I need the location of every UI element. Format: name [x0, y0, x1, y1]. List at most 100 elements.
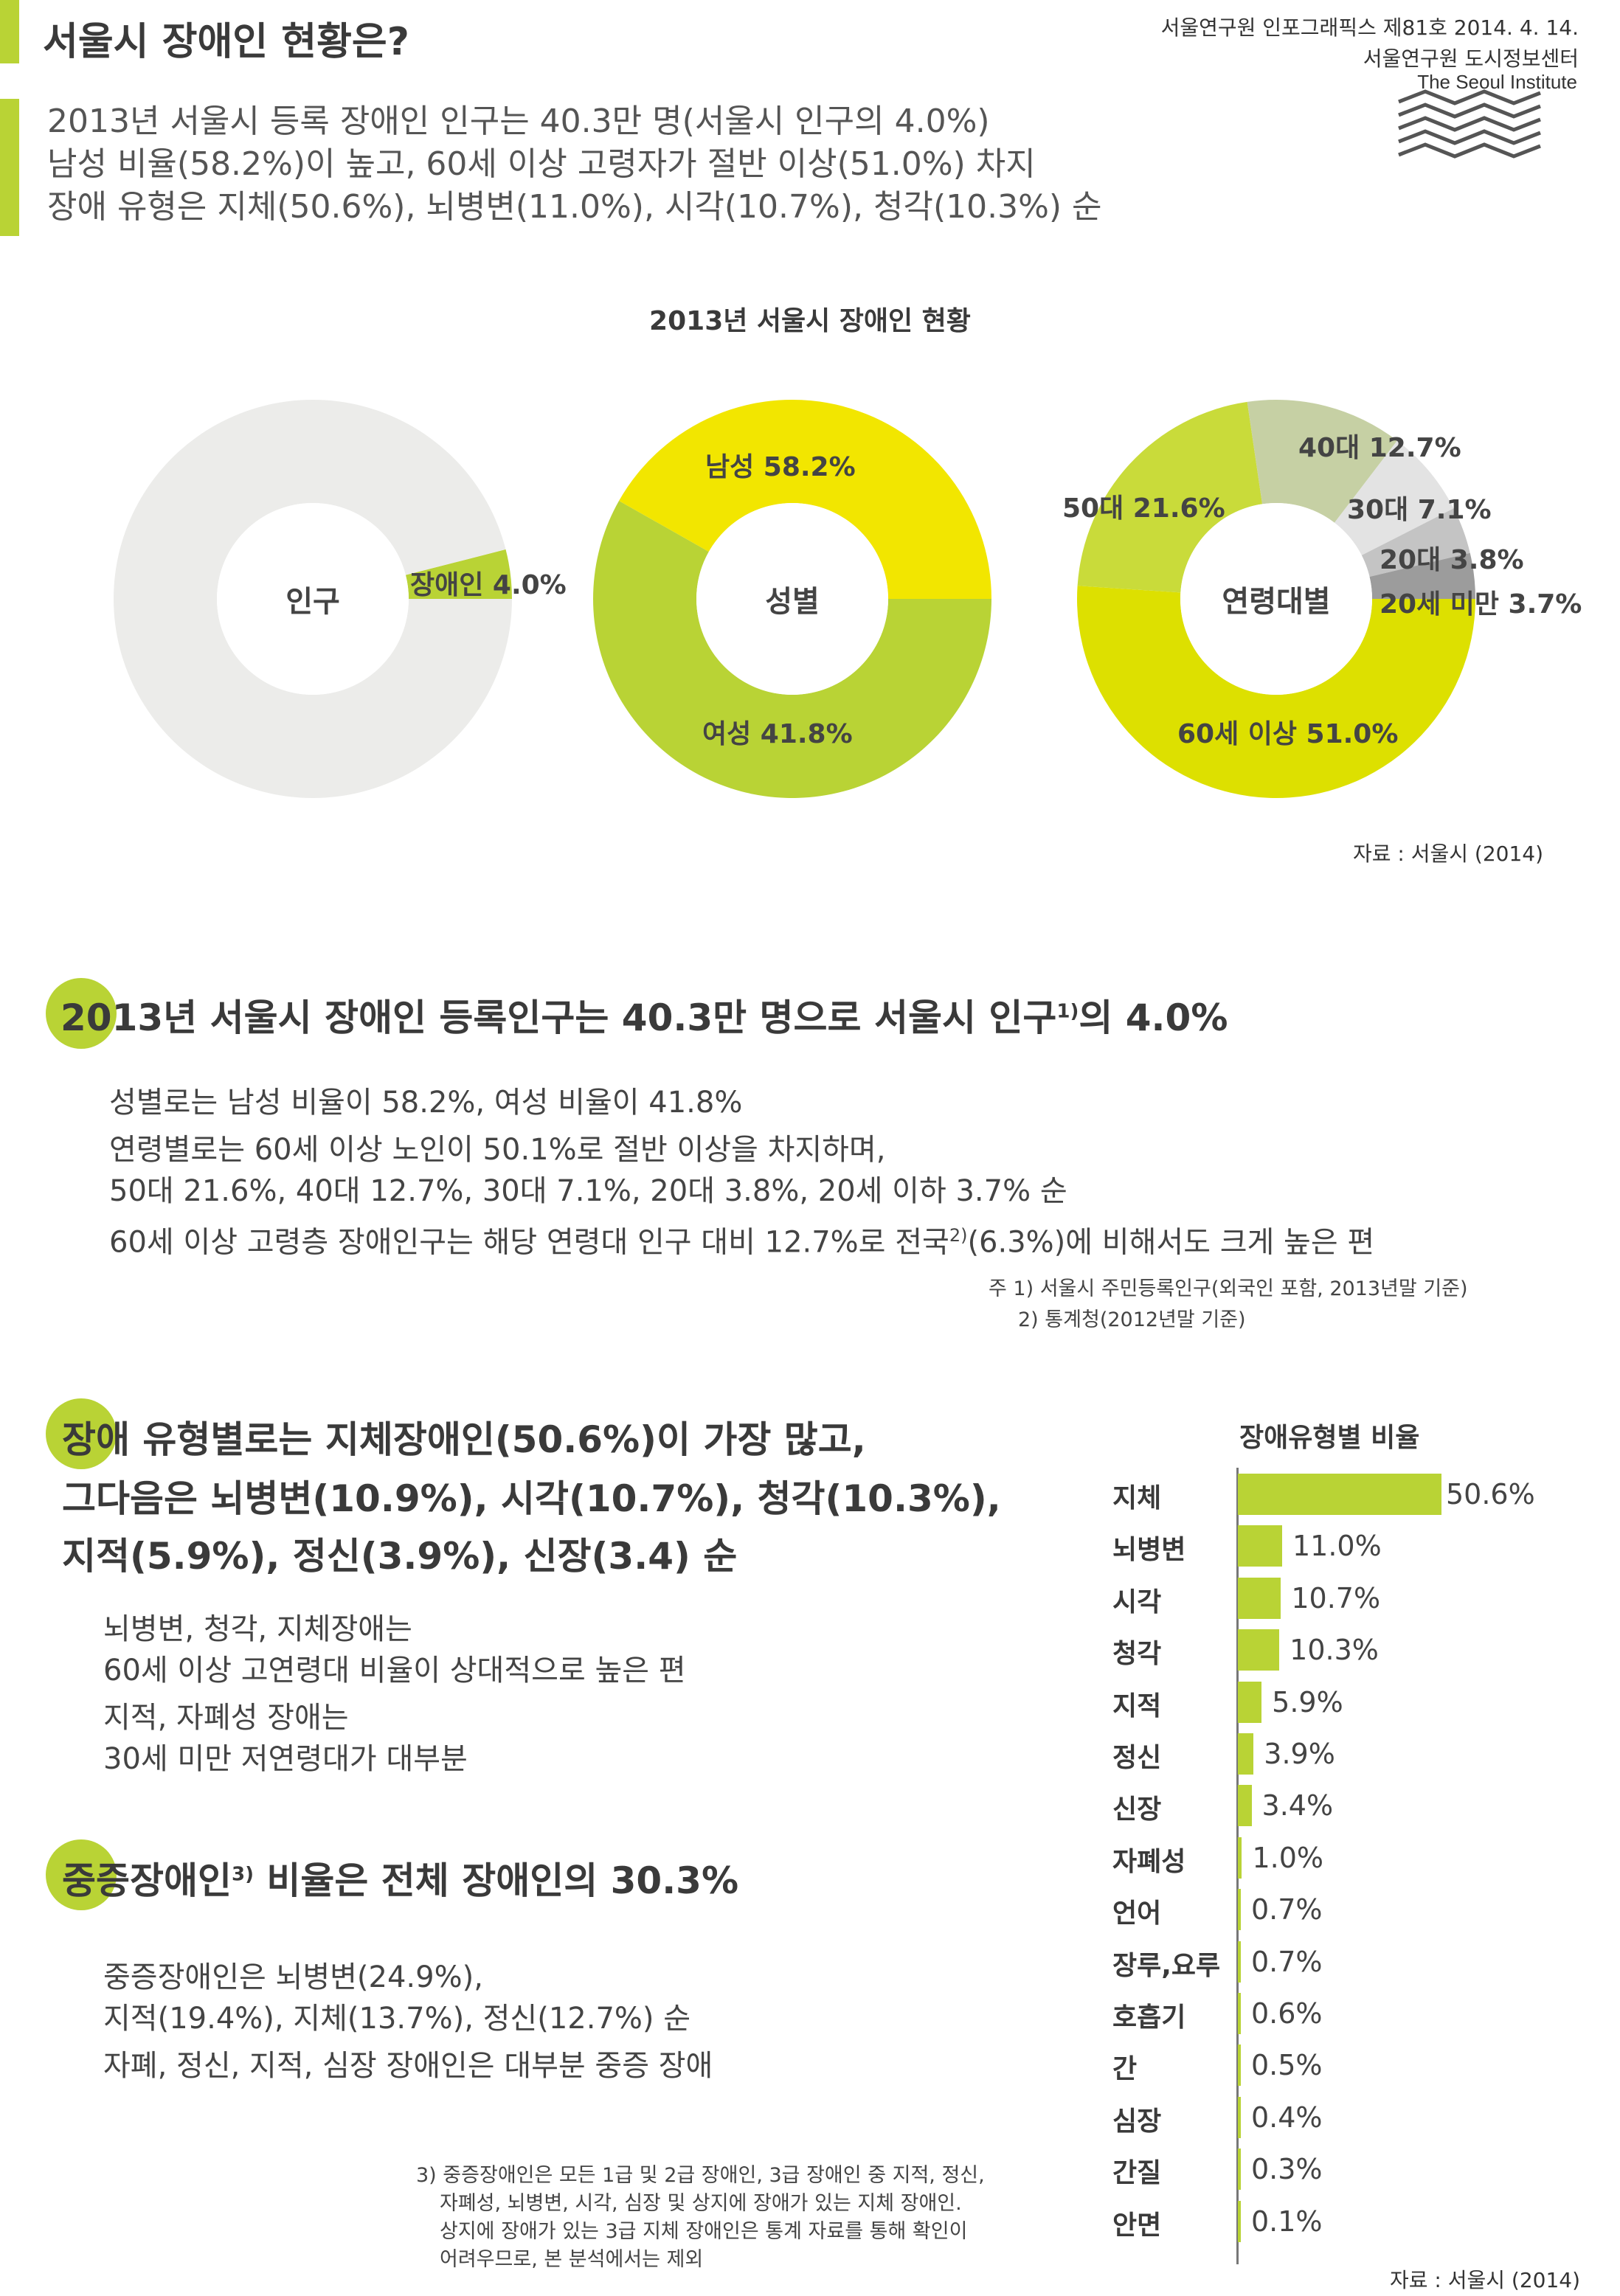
bar-value-label: 10.7% [1291, 1582, 1380, 1615]
bar-value-label: 3.9% [1264, 1738, 1335, 1770]
section1-note-2: 2) 통계청(2012년말 기준) [1018, 1307, 1246, 1333]
bar-category-label: 청각 [1112, 1632, 1161, 1671]
bar-category-label: 자폐성 [1112, 1840, 1185, 1879]
bar-value-label: 0.7% [1251, 1946, 1323, 1978]
slice-label-age-50s: 50대 21.6% [1062, 487, 1225, 525]
footnote-ref-3: 3) [232, 1863, 254, 1885]
section1-heading-main: 2013년 서울시 장애인 등록인구는 40.3만 명으로 서울시 인구 [60, 996, 1056, 1039]
summary-line-1: 2013년 서울시 등록 장애인 인구는 40.3만 명(서울시 인구의 4.0… [47, 102, 990, 142]
bar-category-label: 간 [1112, 2047, 1137, 2086]
section2-line-4: 30세 미만 저연령대가 대부분 [103, 1741, 468, 1778]
bar-chart-title: 장애유형별 비율 [1239, 1416, 1419, 1454]
bar-category-label: 지적 [1112, 1685, 1161, 1723]
section1-line-1: 성별로는 남성 비율이 58.2%, 여성 비율이 41.8% [109, 1084, 742, 1121]
bar [1238, 2201, 1241, 2242]
bar-value-label: 0.1% [1251, 2205, 1323, 2238]
bar-category-label: 언어 [1112, 1892, 1161, 1930]
bar-category-label: 시각 [1112, 1581, 1161, 1619]
section1-note-1: 주 1) 서울시 주민등록인구(외국인 포함, 2013년말 기준) [989, 1276, 1468, 1303]
slice-label-age-60plus: 60세 이상 51.0% [1177, 712, 1398, 751]
section1-heading: 2013년 서울시 장애인 등록인구는 40.3만 명으로 서울시 인구1)의 … [60, 988, 1228, 1041]
bar-value-label: 5.9% [1272, 1686, 1343, 1718]
section3-line-1: 중증장애인은 뇌병변(24.9%), [103, 1959, 483, 1996]
bar-category-label: 뇌병변 [1112, 1528, 1185, 1567]
donut-gender-center-label: 성별 [765, 578, 820, 620]
bar [1238, 1889, 1241, 1930]
seoul-institute-logo [1396, 87, 1543, 164]
section3-heading-a: 중증장애인 [62, 1859, 232, 1902]
summary-line-2: 남성 비율(58.2%)이 높고, 60세 이상 고령자가 절반 이상(51.0… [47, 145, 1036, 184]
section3-note-3: 상지에 장애가 있는 3급 지체 장애인은 통계 자료를 통해 확인이 [440, 2219, 967, 2245]
section2-line-2: 60세 이상 고연령대 비율이 상대적으로 높은 편 [103, 1652, 686, 1689]
slice-label-age-30s: 30대 7.1% [1347, 488, 1492, 527]
bar-category-label: 장루,요루 [1112, 1944, 1220, 1983]
section3-note-2: 자폐성, 뇌병변, 시각, 심장 및 상지에 장애가 있는 지체 장애인. [440, 2191, 962, 2217]
bar [1238, 1785, 1252, 1826]
section3-line-3: 자폐, 정신, 지적, 심장 장애인은 대부분 중증 장애 [103, 2047, 713, 2084]
publication-info: 서울연구원 인포그래픽스 제81호 2014. 4. 14. [1161, 12, 1579, 41]
bar [1238, 1525, 1282, 1567]
bar-chart-source: 자료 : 서울시 (2014) [1390, 2264, 1580, 2294]
section3-heading-b: 비율은 전체 장애인의 30.3% [254, 1859, 738, 1902]
bar-category-label: 신장 [1112, 1788, 1161, 1826]
section2-heading-line-1: 장애 유형별로는 지체장애인(50.6%)이 가장 많고, [62, 1410, 866, 1463]
slice-label-disabled: 장애인 4.0% [410, 563, 567, 602]
section1-heading-tail: 의 4.0% [1079, 996, 1228, 1039]
section1-line-4-a: 60세 이상 고령층 장애인구는 해당 연령대 인구 대비 12.7%로 전국 [109, 1225, 949, 1259]
footnote-ref-2: 2) [949, 1225, 968, 1246]
bar-value-label: 11.0% [1292, 1530, 1382, 1562]
bar-category-label: 정신 [1112, 1736, 1161, 1775]
bar-value-label: 10.3% [1290, 1634, 1379, 1666]
section1-line-4-b: (6.3%)에 비해서도 크게 높은 편 [967, 1225, 1374, 1259]
bar [1238, 1993, 1241, 2034]
bar-category-label: 지체 [1112, 1477, 1161, 1515]
section2-heading-line-2: 그다음은 뇌병변(10.9%), 시각(10.7%), 청각(10.3%), [62, 1469, 1001, 1522]
bar [1238, 1629, 1279, 1671]
section1-line-4: 60세 이상 고령층 장애인구는 해당 연령대 인구 대비 12.7%로 전국2… [109, 1217, 1374, 1260]
bar-value-label: 0.3% [1251, 2153, 1323, 2185]
slice-label-age-under20: 20세 미만 3.7% [1380, 583, 1582, 621]
bar [1238, 2148, 1241, 2190]
section2-line-1: 뇌병변, 청각, 지체장애는 [103, 1611, 412, 1648]
summary-line-3: 장애 유형은 지체(50.6%), 뇌병변(11.0%), 시각(10.7%),… [47, 187, 1102, 227]
section2-line-3: 지적, 자폐성 장애는 [103, 1699, 349, 1736]
section2-heading-line-3: 지적(5.9%), 정신(3.9%), 신장(3.4) 순 [62, 1527, 737, 1580]
bar-category-label: 호흡기 [1112, 1996, 1185, 2034]
bar [1238, 1578, 1281, 1619]
section1-line-3: 50대 21.6%, 40대 12.7%, 30대 7.1%, 20대 3.8%… [109, 1173, 1067, 1210]
bar [1238, 2097, 1241, 2138]
section1-line-2: 연령별로는 60세 이상 노인이 50.1%로 절반 이상을 차지하며, [109, 1131, 886, 1168]
bar-value-label: 0.7% [1251, 1893, 1323, 1926]
bar [1238, 1733, 1253, 1775]
donut-age-center-label: 연령대별 [1222, 578, 1330, 620]
bar-value-label: 1.0% [1252, 1842, 1323, 1874]
bar-value-label: 0.5% [1251, 2049, 1323, 2081]
institute-name-kr: 서울연구원 도시정보센터 [1363, 43, 1579, 72]
bar-value-label: 0.6% [1251, 1997, 1323, 2030]
bar [1238, 2044, 1241, 2086]
bar-value-label: 50.6% [1446, 1478, 1535, 1511]
section3-heading: 중증장애인3) 비율은 전체 장애인의 30.3% [62, 1851, 738, 1904]
donut-population-center-label: 인구 [285, 578, 340, 620]
title-accent-bar [0, 0, 19, 63]
donut-chart-title: 2013년 서울시 장애인 현황 [0, 299, 1620, 338]
bar [1238, 1941, 1241, 1983]
bar [1238, 1474, 1441, 1515]
bar-value-label: 3.4% [1262, 1789, 1334, 1822]
bar-category-label: 간질 [1112, 2151, 1161, 2190]
page-title: 서울시 장애인 현황은? [43, 10, 409, 66]
bar-category-label: 안면 [1112, 2204, 1161, 2242]
slice-label-female: 여성 41.8% [702, 712, 853, 751]
bar-value-label: 0.4% [1251, 2101, 1323, 2134]
slice-label-male: 남성 58.2% [705, 445, 856, 484]
footnote-ref-1: 1) [1056, 1000, 1079, 1022]
bar-category-label: 심장 [1112, 2100, 1161, 2138]
section3-note-4: 어려우므로, 본 분석에서는 제외 [440, 2247, 703, 2273]
donut-source: 자료 : 서울시 (2014) [1353, 838, 1543, 867]
section3-note-1: 3) 중증장애인은 모든 1급 및 2급 장애인, 3급 장애인 중 지적, 정… [416, 2163, 985, 2189]
summary-accent-bar [0, 99, 19, 236]
section3-line-2: 지적(19.4%), 지체(13.7%), 정신(12.7%) 순 [103, 2000, 690, 2037]
slice-label-age-40s: 40대 12.7% [1298, 426, 1461, 465]
slice-label-age-20s: 20대 3.8% [1380, 538, 1524, 577]
bar [1238, 1682, 1261, 1723]
